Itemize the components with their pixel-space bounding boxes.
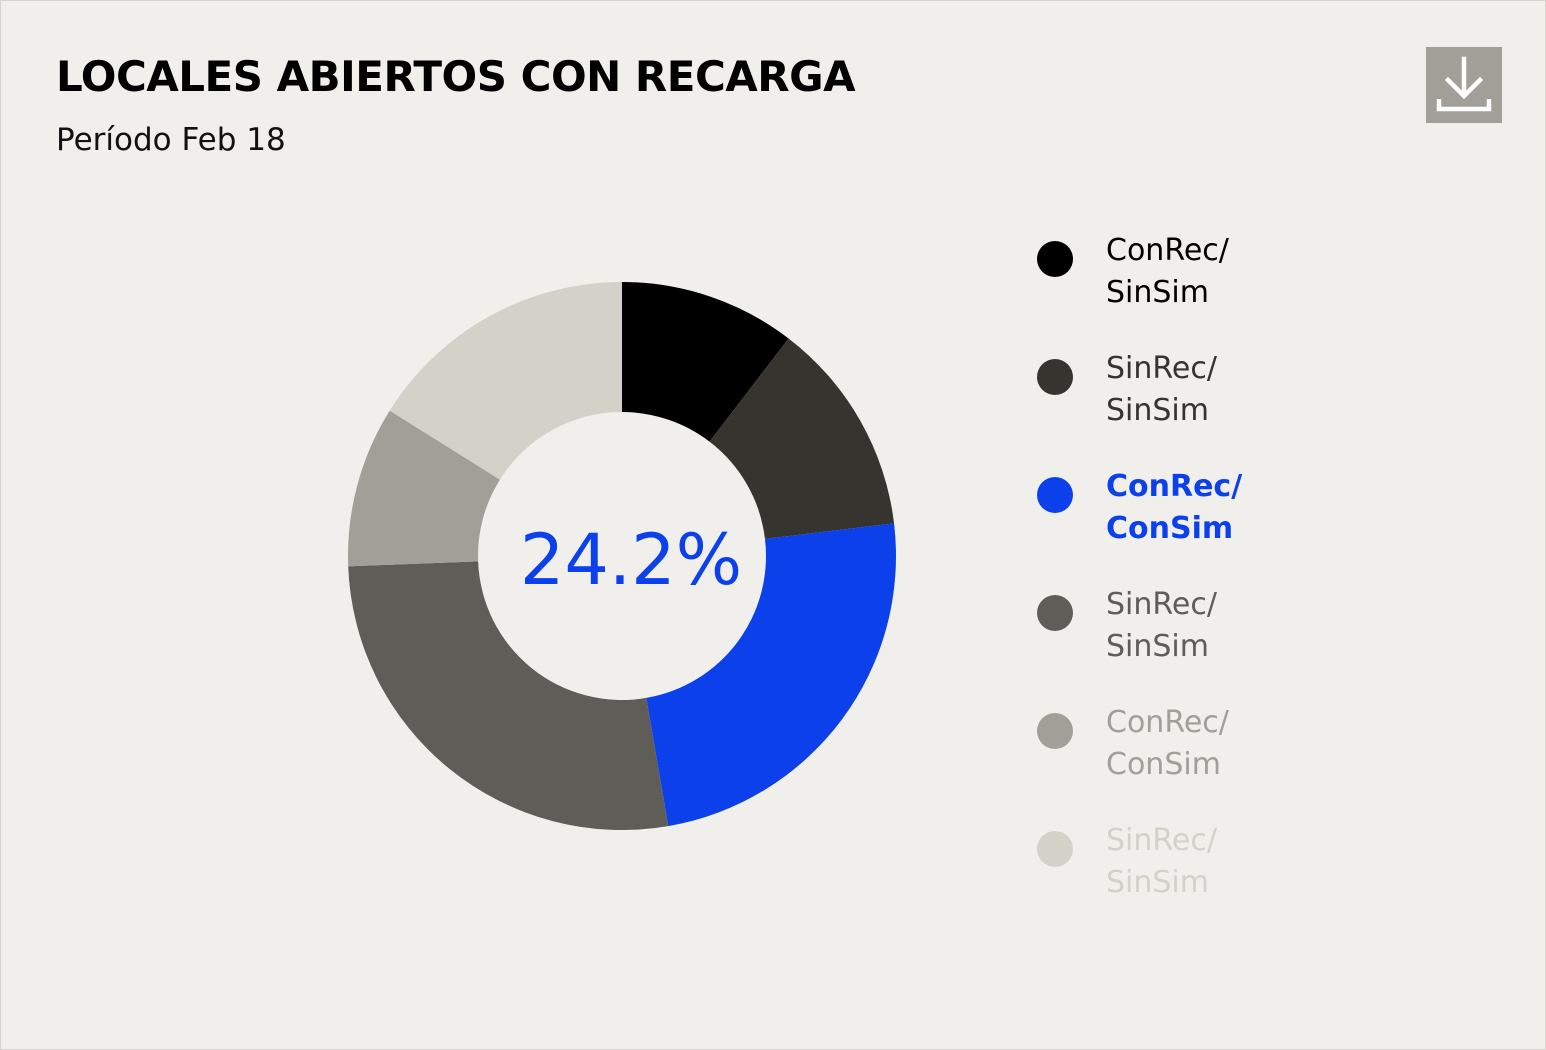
legend-label-line2: SinSim	[1106, 629, 1209, 664]
legend-label-line2: SinSim	[1106, 275, 1209, 310]
legend-item-5[interactable]: ConRec/ConSim	[1034, 702, 1354, 802]
legend-label: SinRec/SinSim	[1106, 584, 1217, 668]
legend-label: SinRec/SinSim	[1106, 820, 1217, 904]
legend-label-line2: SinSim	[1106, 393, 1209, 428]
legend-swatch	[1037, 713, 1073, 749]
legend-label-line1: ConRec/	[1106, 705, 1229, 740]
legend-label-line1: SinRec/	[1106, 823, 1217, 858]
chart-title: LOCALES ABIERTOS CON RECARGA	[56, 52, 856, 101]
donut-slice-2[interactable]	[709, 338, 895, 539]
donut-slice-1[interactable]	[622, 282, 789, 442]
legend-item-2[interactable]: SinRec/SinSim	[1034, 348, 1354, 448]
legend-label-line1: SinRec/	[1106, 351, 1217, 386]
legend-item-1[interactable]: ConRec/SinSim	[1034, 230, 1354, 330]
legend-label-line1: ConRec/	[1106, 233, 1229, 268]
legend-swatch	[1037, 241, 1073, 277]
donut-slice-6[interactable]	[389, 282, 622, 480]
legend-item-4[interactable]: SinRec/SinSim	[1034, 584, 1354, 684]
legend-label-line2: ConSim	[1106, 511, 1234, 546]
donut-chart: 24.2%	[348, 282, 896, 830]
legend-label: SinRec/SinSim	[1106, 348, 1217, 432]
legend-label-line2: SinSim	[1106, 865, 1209, 900]
legend-item-6[interactable]: SinRec/SinSim	[1034, 820, 1354, 920]
legend-swatch	[1037, 477, 1073, 513]
legend-swatch	[1037, 359, 1073, 395]
chart-subtitle: Período Feb 18	[56, 122, 286, 158]
legend-label-line1: ConRec/	[1106, 469, 1243, 504]
legend-label-line1: SinRec/	[1106, 587, 1217, 622]
download-icon	[1436, 56, 1492, 112]
legend-swatch	[1037, 831, 1073, 867]
download-button[interactable]	[1426, 47, 1502, 123]
legend-item-3[interactable]: ConRec/ConSim	[1034, 466, 1354, 566]
legend-label: ConRec/SinSim	[1106, 230, 1229, 314]
donut-slice-3[interactable]	[646, 523, 896, 827]
legend-label-line2: ConSim	[1106, 747, 1221, 782]
donut-slice-4[interactable]	[348, 561, 669, 830]
legend-label: ConRec/ConSim	[1106, 466, 1242, 550]
donut-slice-5[interactable]	[348, 410, 500, 567]
legend-swatch	[1037, 595, 1073, 631]
donut-center-value: 24.2%	[520, 519, 742, 601]
legend-label: ConRec/ConSim	[1106, 702, 1229, 786]
legend: ConRec/SinSim SinRec/SinSim ConRec/ConSim S…	[1034, 230, 1354, 910]
